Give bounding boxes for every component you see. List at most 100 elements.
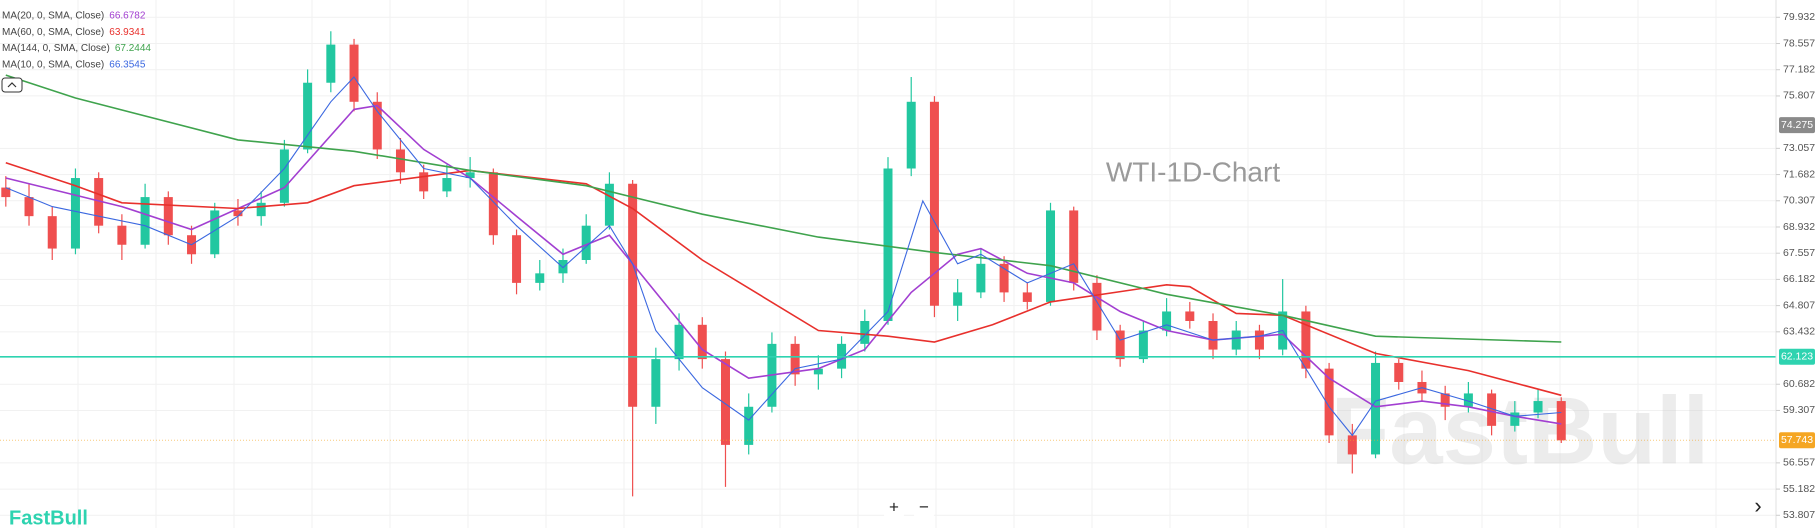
candle-body xyxy=(1069,210,1079,283)
y-tick-label: 68.932 xyxy=(1783,221,1815,233)
candle-body xyxy=(860,320,870,344)
y-tick-label: 59.307 xyxy=(1783,404,1815,416)
moving-average-line xyxy=(5,162,1562,397)
y-tick-label: 60.682 xyxy=(1783,378,1815,390)
candle-body xyxy=(1510,412,1520,426)
y-tick-label: 78.557 xyxy=(1783,37,1815,49)
candle-body xyxy=(953,292,963,306)
candle-body xyxy=(279,149,289,203)
candle-body xyxy=(1138,330,1148,360)
candle-body xyxy=(1115,330,1125,360)
candle-body xyxy=(581,225,591,260)
candle-body xyxy=(1394,362,1404,382)
candle-body xyxy=(929,101,939,306)
candle-body xyxy=(465,172,475,179)
brand-watermark: FastBull xyxy=(1331,377,1710,484)
price-axis: 79.932 78.557 77.182 75.807 73.057 71.682 70.3… xyxy=(1776,11,1815,521)
candle-body xyxy=(674,324,684,360)
candle-body xyxy=(976,263,986,293)
candle-body xyxy=(1092,282,1102,331)
y-tick-label: 63.432 xyxy=(1783,326,1815,338)
candle-body xyxy=(512,235,522,283)
moving-average-line xyxy=(5,104,1562,425)
scroll-right-button[interactable]: › xyxy=(1754,493,1761,518)
candle-body xyxy=(1254,330,1264,350)
candle-body xyxy=(1463,393,1473,407)
legend: MA(20, 0, SMA, Close) 66.6782 MA(60, 0, SM… xyxy=(2,11,151,71)
candle-body xyxy=(1347,435,1357,455)
candle-body xyxy=(117,225,127,245)
candle-body xyxy=(256,202,266,217)
candle-body xyxy=(303,82,313,150)
candle-body xyxy=(1046,210,1056,302)
legend-value: 66.3545 xyxy=(109,60,146,71)
collapse-icon xyxy=(7,82,17,88)
candle-body xyxy=(233,210,243,217)
y-tick-label: 75.807 xyxy=(1783,90,1815,102)
candle-body xyxy=(372,101,382,150)
candle-body xyxy=(349,44,359,102)
scroll-right-label[interactable]: › xyxy=(1754,493,1761,518)
candle-body xyxy=(744,406,754,445)
legend-name: MA(10, 0, SMA, Close) xyxy=(2,60,104,71)
zoom-out-label[interactable]: − xyxy=(919,497,929,516)
candle-body xyxy=(1185,311,1195,321)
price-label-box xyxy=(1779,117,1815,134)
legend-name: MA(144, 0, SMA, Close) xyxy=(2,43,110,54)
plot-area xyxy=(0,31,1776,497)
y-tick-label: 66.182 xyxy=(1783,273,1815,285)
y-tick-label: 70.307 xyxy=(1783,195,1815,207)
collapse-box[interactable] xyxy=(1,77,23,93)
candle-body xyxy=(70,178,80,249)
y-tick-label: 79.932 xyxy=(1783,11,1815,23)
candle-body xyxy=(1,187,11,198)
y-tick-label: 71.682 xyxy=(1783,168,1815,180)
candle-body xyxy=(628,183,638,407)
collapse-button[interactable] xyxy=(1,77,23,93)
candle-body xyxy=(1208,320,1218,350)
candle-body xyxy=(442,178,452,192)
zoom-out-box[interactable] xyxy=(914,498,934,518)
moving-average-line xyxy=(5,76,1562,437)
candle-body xyxy=(1556,401,1566,441)
candle-body xyxy=(535,273,545,283)
candle-body xyxy=(395,149,405,173)
legend-name: MA(60, 0, SMA, Close) xyxy=(2,27,104,38)
candle-body xyxy=(1231,330,1241,350)
legend-name: MA(20, 0, SMA, Close) xyxy=(2,11,104,22)
candle-body xyxy=(1022,292,1032,302)
candle-body xyxy=(1301,311,1311,369)
legend-value: 66.6782 xyxy=(109,11,146,22)
candle-body xyxy=(999,263,1009,293)
y-tick-label: 73.057 xyxy=(1783,142,1815,154)
candle-body xyxy=(163,197,173,236)
y-tick-label: 67.557 xyxy=(1783,247,1815,259)
candle-body xyxy=(813,368,823,375)
zoom-in-button[interactable]: + xyxy=(884,497,904,518)
candle-body xyxy=(604,183,614,226)
zoom-in-label[interactable]: + xyxy=(889,497,899,516)
y-tick-label: 77.182 xyxy=(1783,64,1815,76)
price-label: 74.275 xyxy=(1781,119,1813,131)
price-label-box xyxy=(1779,348,1815,365)
candle-body xyxy=(326,44,336,83)
zoom-out-button[interactable]: − xyxy=(914,497,934,518)
candle-body xyxy=(47,216,57,249)
candle-body xyxy=(720,359,730,445)
candle-body xyxy=(697,324,707,360)
candle-body xyxy=(1162,311,1172,331)
legend-value: 63.9341 xyxy=(109,27,146,38)
candle-body xyxy=(24,197,34,217)
candle-body xyxy=(1533,401,1543,413)
candle-body xyxy=(906,101,916,169)
price-label: 57.743 xyxy=(1781,434,1813,446)
candle-body xyxy=(94,178,104,226)
candle-body xyxy=(558,259,568,274)
chart-watermark-title: WTI-1D-Chart xyxy=(1106,156,1280,187)
candle-body xyxy=(1487,393,1497,426)
candle-body xyxy=(1440,393,1450,407)
zoom-in-box[interactable] xyxy=(884,498,904,518)
candle-body xyxy=(651,359,661,407)
candle-body xyxy=(488,172,498,236)
